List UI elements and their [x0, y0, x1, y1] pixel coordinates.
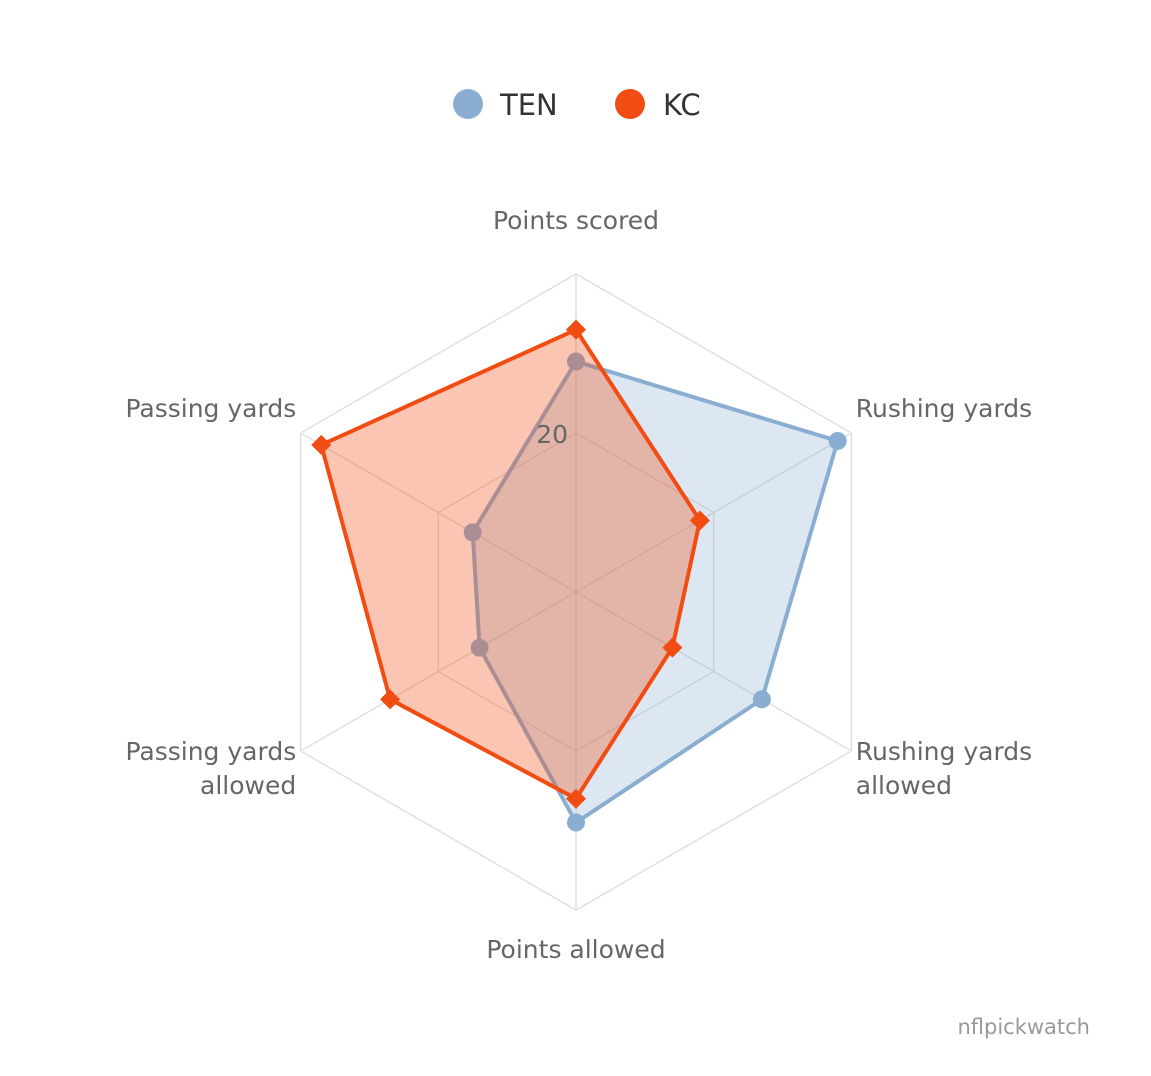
- grid-spoke-6: [300, 432, 577, 593]
- axis-label-line: allowed: [200, 771, 296, 800]
- point-ten-1[interactable]: [567, 352, 585, 371]
- radar-series: [311, 319, 847, 832]
- grid-spoke-2: [575, 432, 852, 593]
- radial-ticks: 20: [536, 420, 568, 449]
- grid-spoke-3: [575, 591, 852, 752]
- point-kc-5[interactable]: [380, 689, 401, 710]
- axis-label-line: Points scored: [493, 206, 659, 235]
- axis-label-line: allowed: [856, 771, 952, 800]
- axis-label-2: Rushing yards: [856, 394, 1032, 423]
- axis-label-line: Points allowed: [486, 935, 665, 964]
- point-ten-5[interactable]: [470, 638, 489, 657]
- axis-label-line: Rushing yards: [856, 394, 1032, 423]
- legend-item-ten[interactable]: TEN: [453, 88, 558, 122]
- legend-swatch-ten: [453, 89, 483, 119]
- legend: TEN KC: [453, 88, 701, 122]
- point-kc-1[interactable]: [566, 319, 586, 340]
- axis-label-3: Rushing yards allowed: [856, 737, 1032, 800]
- legend-label-kc: KC: [663, 88, 701, 122]
- axis-label-5: Passing yards allowed: [125, 737, 296, 800]
- point-ten-4[interactable]: [567, 813, 585, 832]
- grid-spoke-5: [300, 591, 577, 752]
- point-kc-6[interactable]: [311, 434, 332, 455]
- axis-labels: Points scored Rushing yards Rushing yards a…: [125, 206, 1032, 964]
- credit-text[interactable]: nflpickwatch: [957, 1015, 1090, 1039]
- axis-label-line: Passing yards: [125, 737, 296, 766]
- axis-label-4: Points allowed: [486, 935, 665, 964]
- axis-label-line: Rushing yards: [856, 737, 1032, 766]
- legend-label-ten: TEN: [499, 88, 558, 122]
- axis-label-1: Points scored: [493, 206, 659, 235]
- tick-label-1: 20: [536, 420, 568, 449]
- point-ten-3[interactable]: [752, 690, 771, 709]
- series-kc: [311, 319, 710, 809]
- axis-label-line: Passing yards: [125, 394, 296, 423]
- radar-grid: [299, 273, 853, 911]
- point-kc-3[interactable]: [662, 637, 683, 658]
- point-ten-2[interactable]: [828, 431, 847, 450]
- point-ten-6[interactable]: [463, 523, 482, 542]
- point-kc-2[interactable]: [689, 510, 710, 531]
- axis-label-6: Passing yards: [125, 394, 296, 423]
- legend-item-kc[interactable]: KC: [615, 88, 701, 122]
- point-kc-4[interactable]: [566, 788, 586, 809]
- legend-swatch-kc: [615, 89, 645, 119]
- series-ten: [463, 352, 847, 832]
- series-area-kc: [321, 329, 700, 799]
